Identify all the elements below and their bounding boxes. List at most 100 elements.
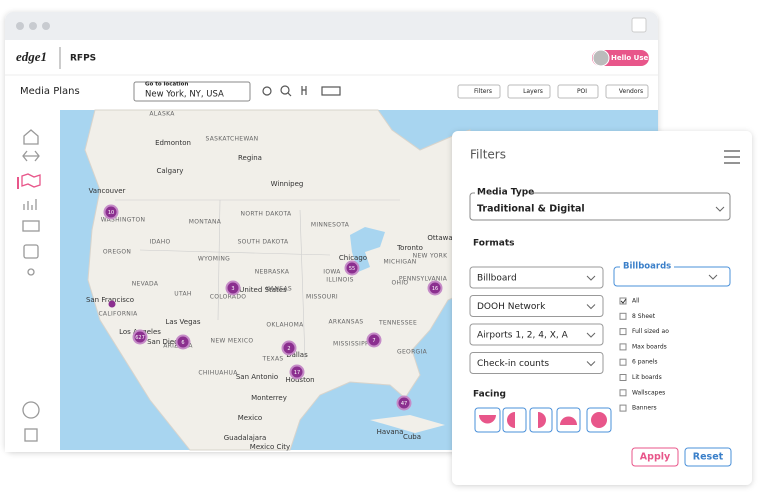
page-title: Media Plans [20, 86, 80, 97]
bus-icon[interactable] [23, 244, 39, 259]
toolbar-button[interactable] [557, 84, 599, 99]
location-value[interactable]: New York, NY, USA [145, 90, 224, 100]
map-point[interactable] [108, 300, 116, 308]
option-label[interactable]: Full sized ao [632, 328, 669, 335]
stats-icon[interactable] [23, 199, 37, 210]
map-label: MONTANA [189, 219, 222, 226]
home-icon[interactable] [23, 129, 39, 145]
option-label[interactable]: Lit boards [632, 374, 662, 381]
option-label[interactable]: 6 panels [632, 359, 658, 366]
checkbox[interactable] [619, 328, 627, 336]
apply-text[interactable]: Apply [640, 452, 671, 463]
cluster-marker[interactable] [281, 340, 297, 356]
map-label: CHIHUAHUA [198, 370, 238, 377]
map-label: Las Vegas [166, 318, 201, 326]
map-label: SASKATCHEWAN [206, 136, 259, 143]
format-select[interactable] [469, 295, 604, 317]
user-name[interactable]: Hello User [611, 54, 652, 62]
cluster-count[interactable]: 47 [401, 401, 407, 407]
cuba [370, 415, 445, 433]
location-label: Go to location [145, 82, 188, 88]
cluster-marker[interactable] [396, 395, 412, 411]
format-value[interactable]: Check-in counts [477, 359, 549, 369]
toolbar-button[interactable] [605, 84, 649, 99]
cluster-count[interactable]: 6 [181, 340, 184, 346]
cluster-count[interactable]: 627 [135, 335, 145, 341]
reset-button[interactable] [684, 447, 732, 467]
checkbox[interactable] [619, 297, 627, 305]
window-menu[interactable] [631, 17, 647, 33]
checkbox[interactable] [619, 389, 627, 397]
window-dot[interactable] [16, 22, 24, 30]
cluster-marker[interactable] [344, 260, 360, 276]
cluster-marker[interactable] [427, 280, 443, 296]
expand-icon[interactable] [24, 428, 38, 442]
toolbar-button[interactable] [457, 84, 501, 99]
window-dot[interactable] [29, 22, 37, 30]
map-label: Chicago [339, 254, 367, 262]
map-label: Havana [377, 428, 404, 436]
profile-icon[interactable] [22, 401, 40, 419]
tool-icon[interactable] [301, 86, 307, 95]
cluster-count[interactable]: 55 [349, 266, 355, 272]
option-label[interactable]: All [632, 298, 640, 305]
map-label: Calgary [157, 167, 184, 175]
option-label[interactable]: Banners [632, 405, 657, 412]
cluster-marker[interactable] [289, 364, 305, 380]
checkbox[interactable] [619, 358, 627, 366]
apply-button[interactable] [631, 447, 679, 467]
checkbox[interactable] [619, 404, 627, 412]
cluster-count[interactable]: 7 [372, 338, 375, 344]
map-label: COLORADO [210, 294, 247, 301]
checkbox[interactable] [619, 312, 627, 320]
cluster-count[interactable]: 10 [108, 210, 114, 216]
users-icon[interactable] [27, 268, 35, 276]
option-label[interactable]: Max boards [632, 343, 667, 350]
ruler-icon[interactable] [321, 86, 341, 96]
cluster-marker[interactable] [132, 329, 148, 345]
routes-icon[interactable] [22, 150, 40, 162]
checkbox[interactable] [619, 374, 627, 381]
map-label: United States [239, 286, 287, 294]
toolbar-button[interactable] [507, 84, 551, 99]
chevron [586, 275, 596, 281]
settings-icon[interactable] [724, 150, 740, 164]
cluster-marker[interactable] [366, 332, 382, 348]
cluster-count[interactable]: 17 [294, 370, 300, 376]
format-value[interactable]: Airports 1, 2, 4, X, A [477, 331, 569, 341]
map-label: MISSISSIPPI [333, 341, 371, 348]
map-label: GEORGIA [397, 349, 428, 356]
option-label[interactable]: 8 Sheet [632, 313, 656, 320]
format-select[interactable] [469, 323, 604, 346]
format-select[interactable] [469, 266, 604, 289]
billboard-icon[interactable] [22, 220, 40, 232]
cluster-marker[interactable] [175, 334, 191, 350]
sidebar [5, 110, 60, 452]
toolbar-button-text[interactable]: Layers [523, 88, 543, 95]
window-dot[interactable] [42, 22, 50, 30]
cluster-count[interactable]: 3 [231, 286, 234, 292]
toolbar-button-text[interactable]: Filters [474, 88, 492, 95]
location-input[interactable] [133, 81, 251, 102]
map-label: NEW YORK [413, 253, 448, 260]
format-value[interactable]: DOOH Network [477, 302, 546, 312]
media-type-value[interactable]: Traditional & Digital [477, 204, 585, 215]
map-label: San Francisco [86, 296, 134, 304]
toolbar-button-text[interactable]: Vendors [619, 88, 643, 95]
format-value[interactable]: Billboard [477, 274, 517, 284]
cluster-count[interactable]: 2 [287, 346, 290, 352]
media-type-select[interactable] [469, 192, 731, 221]
format-select[interactable] [469, 352, 604, 374]
cluster-icon[interactable] [262, 86, 272, 96]
reset-text[interactable]: Reset [693, 452, 724, 463]
cluster-marker[interactable] [103, 204, 119, 220]
cluster-marker[interactable] [225, 280, 241, 296]
checkbox[interactable] [619, 343, 627, 351]
option-label[interactable]: Wallscapes [632, 389, 665, 396]
cluster-count[interactable]: 16 [432, 286, 438, 292]
map-icon[interactable] [21, 173, 41, 188]
search-icon[interactable] [280, 85, 290, 95]
toolbar-button-text[interactable]: POI [577, 88, 587, 95]
map-label: WASHINGTON [101, 217, 146, 224]
